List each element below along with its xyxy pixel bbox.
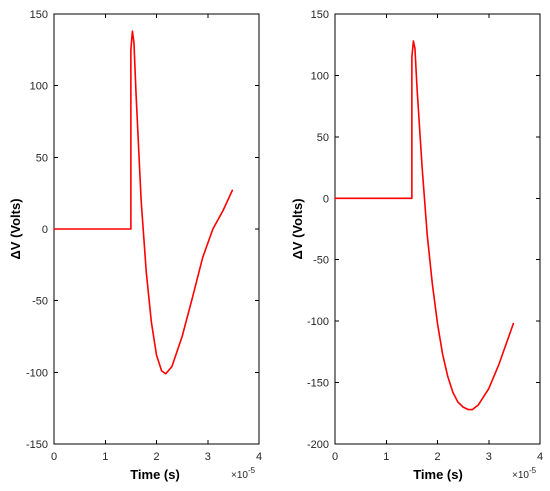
x-tick-label: 0 — [51, 451, 57, 463]
y-tick-label: -100 — [307, 316, 329, 328]
y-tick-label: -200 — [307, 439, 329, 451]
y-tick-label: -100 — [26, 367, 48, 379]
y-tick-label: -150 — [307, 378, 329, 390]
x-ticks-right: 0 1 2 3 4 — [332, 14, 543, 463]
x-tick-label: 1 — [102, 451, 108, 463]
x-tick-label: 3 — [205, 451, 211, 463]
x-exponent-label-left: ×10-5 — [231, 466, 256, 481]
x-tick-label: 3 — [486, 451, 492, 463]
voltage-series-left — [53, 30, 234, 375]
y-axis-label-left: ΔV (Volts) — [8, 198, 23, 259]
x-tick-label: 1 — [383, 451, 389, 463]
y-tick-label: -50 — [32, 296, 48, 308]
y-tick-label: -50 — [313, 255, 329, 267]
x-axis-label-right: Time (s) — [413, 467, 463, 482]
voltage-series-right — [334, 40, 515, 411]
y-ticks-right: -200 -150 -100 -50 0 50 100 150 — [307, 9, 540, 451]
y-tick-label: 150 — [30, 9, 48, 21]
x-ticks-left: 0 1 2 3 4 — [51, 14, 262, 463]
x-tick-label: 2 — [153, 451, 159, 463]
x-tick-label: 0 — [332, 451, 338, 463]
chart-panel-left: 0 1 2 3 4 -150 -100 -50 0 50 100 150 Time (s) ΔV (… — [8, 9, 262, 482]
x-tick-label: 4 — [537, 451, 543, 463]
y-tick-label: 0 — [323, 193, 329, 205]
y-tick-label: 150 — [311, 9, 329, 21]
y-tick-label: 0 — [42, 224, 48, 236]
x-axis-label-left: Time (s) — [130, 467, 180, 482]
y-axis-label-right: ΔV (Volts) — [290, 198, 305, 259]
y-tick-label: 50 — [36, 152, 48, 164]
x-exponent-label-right: ×10-5 — [512, 466, 537, 481]
x-tick-label: 4 — [256, 451, 262, 463]
y-tick-label: 100 — [30, 81, 48, 93]
y-tick-label: -150 — [26, 439, 48, 451]
y-tick-label: 100 — [311, 70, 329, 82]
plot-frame-right — [334, 13, 541, 445]
y-tick-label: 50 — [317, 132, 329, 144]
x-tick-label: 2 — [434, 451, 440, 463]
